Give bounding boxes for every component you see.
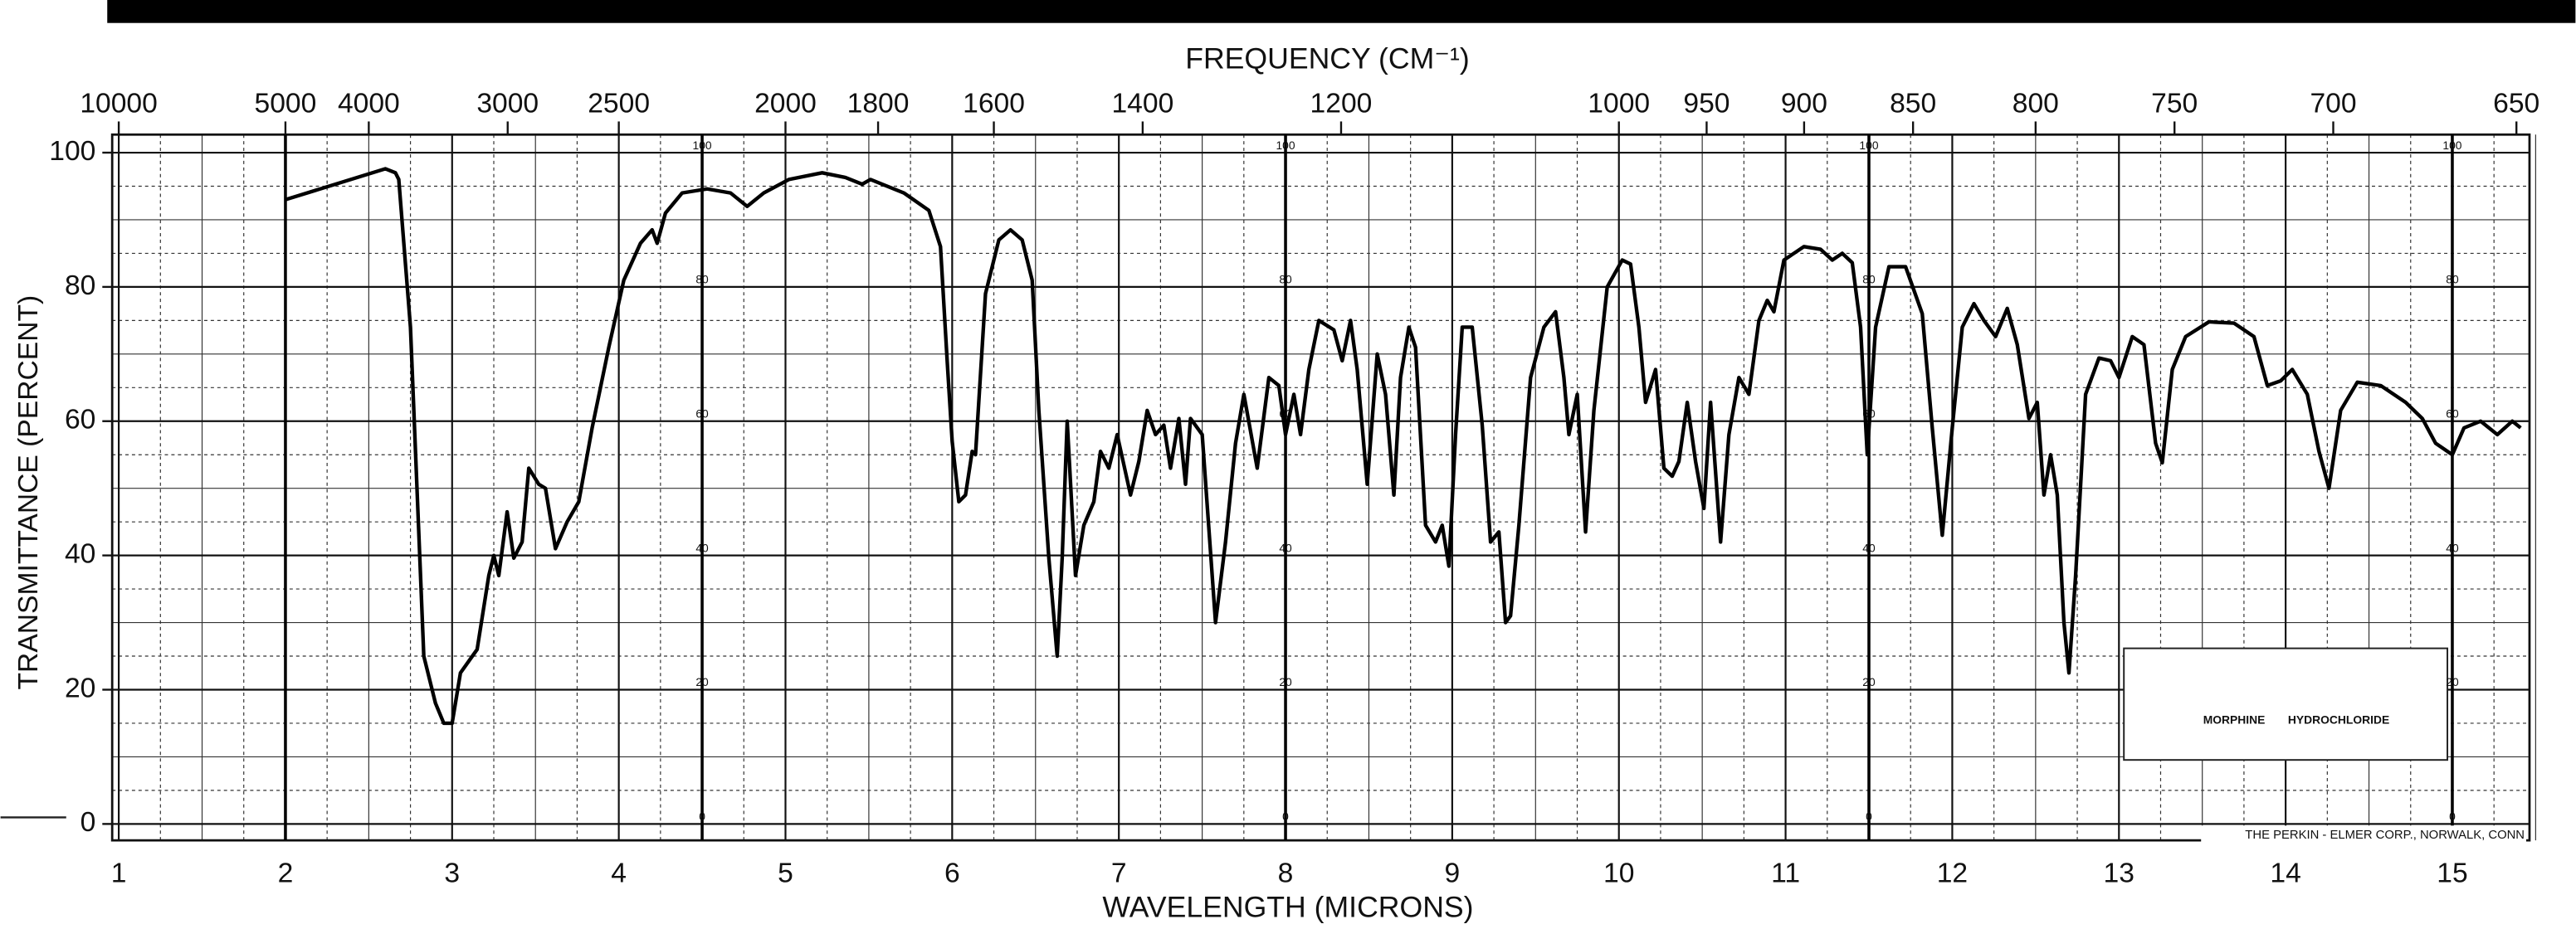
- inner-tick-label: 100: [693, 139, 712, 152]
- inner-tick-label: 60: [695, 407, 709, 421]
- x2-tick-label: 850: [1890, 89, 1936, 119]
- inner-tick-label: 0: [1866, 810, 1872, 823]
- inner-tick-label: 20: [1862, 675, 1876, 688]
- x2-tick-label: 2500: [588, 89, 650, 119]
- x2-tick-label: 10000: [80, 89, 158, 119]
- x-tick-label: 15: [2437, 858, 2467, 889]
- x-tick-label: 7: [1111, 858, 1127, 889]
- sample-box: [2123, 647, 2449, 761]
- x-tick-label: 12: [1937, 858, 1968, 889]
- x-tick-label: 11: [1771, 858, 1800, 889]
- credit: THE PERKIN - ELMER CORP., NORWALK, CONN: [2245, 829, 2525, 842]
- x2-tick-label: 800: [2013, 89, 2059, 119]
- inner-tick-label: 40: [2446, 541, 2459, 554]
- y-axis-title: TRANSMITTANCE (PERCENT): [13, 295, 44, 690]
- inner-tick-label: 80: [695, 273, 709, 286]
- inner-tick-label: 100: [1276, 139, 1295, 152]
- x2-tick-label: 1200: [1310, 89, 1373, 119]
- x-tick-label: 13: [2104, 858, 2134, 889]
- credit-bg: [2201, 825, 2527, 844]
- inner-tick-label: 0: [2449, 810, 2456, 823]
- inner-tick-label: 40: [1862, 541, 1876, 554]
- x2-tick-label: 1400: [1111, 89, 1173, 119]
- x-tick-label: 1: [111, 858, 127, 889]
- x-tick-label: 4: [611, 858, 627, 889]
- inner-tick-label: 40: [1279, 541, 1292, 554]
- x-tick-label: 6: [944, 858, 960, 889]
- inner-tick-label: 0: [699, 810, 705, 823]
- inner-tick-label: 80: [1862, 273, 1876, 286]
- x-tick-label: 2: [278, 858, 294, 889]
- inner-tick-label: 80: [1279, 273, 1292, 286]
- inner-tick-label: 0: [1282, 810, 1289, 823]
- x-tick-label: 14: [2270, 858, 2300, 889]
- x2-tick-label: 1600: [963, 89, 1025, 119]
- inner-tick-label: 100: [1859, 139, 1878, 152]
- top-axis-title: FREQUENCY (CM⁻¹): [1185, 42, 1470, 75]
- x2-tick-label: 5000: [255, 89, 317, 119]
- x2-tick-label: 700: [2310, 89, 2356, 119]
- inner-tick-label: 40: [695, 541, 709, 554]
- inner-tick-label: 20: [695, 675, 709, 688]
- x2-tick-label: 4000: [338, 89, 400, 119]
- x-tick-label: 5: [778, 858, 793, 889]
- y-tick-label: 60: [65, 405, 95, 435]
- x-tick-label: 3: [444, 858, 460, 889]
- x-tick-label: 8: [1278, 858, 1294, 889]
- inner-tick-label: 20: [1279, 675, 1292, 688]
- inner-tick-label: 80: [2446, 273, 2459, 286]
- plot-frame: [110, 133, 2531, 842]
- inner-tick-label: 60: [2446, 407, 2459, 421]
- x-axis-title: WAVELENGTH (MICRONS): [1102, 891, 1473, 924]
- x2-tick-label: 3000: [476, 89, 539, 119]
- x-tick-label: 9: [1445, 858, 1461, 889]
- sample-label: MORPHINE HYDROCHLORIDE: [2203, 713, 2389, 726]
- x2-tick-label: 750: [2151, 89, 2198, 119]
- x2-tick-label: 1800: [847, 89, 910, 119]
- y-tick-label: 20: [65, 673, 95, 703]
- y-tick-label: 0: [80, 807, 96, 838]
- x2-tick-label: 650: [2493, 89, 2539, 119]
- y-tick-label: 80: [65, 270, 95, 301]
- x2-tick-label: 1000: [1588, 89, 1650, 119]
- inner-tick-label: 20: [2446, 675, 2459, 688]
- x-tick-label: 10: [1603, 858, 1634, 889]
- x2-tick-label: 2000: [754, 89, 817, 119]
- spectrum-line: [285, 167, 2522, 726]
- x2-tick-label: 950: [1683, 89, 1730, 119]
- y-tick-label: 40: [65, 539, 95, 570]
- x2-tick-label: 900: [1781, 89, 1827, 119]
- header-bar: [107, 0, 2576, 23]
- y-tick-label: 100: [49, 136, 95, 167]
- inner-tick-label: 100: [2442, 139, 2461, 152]
